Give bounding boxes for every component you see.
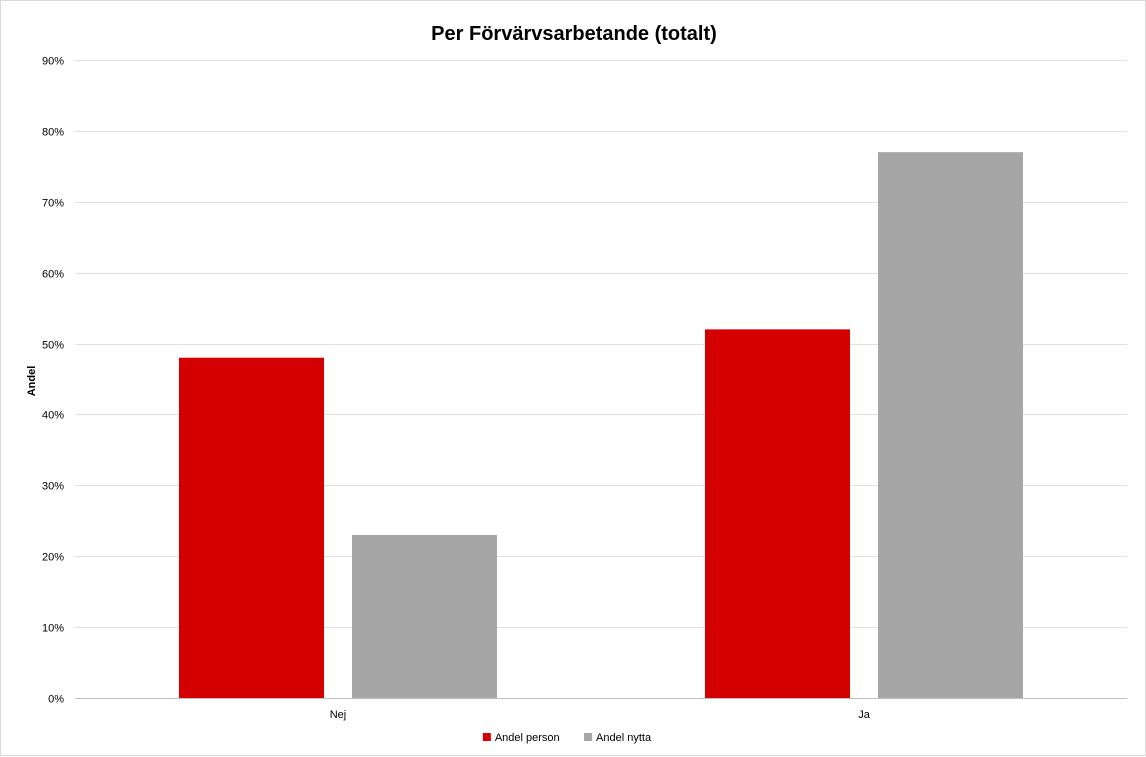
y-tick-label: 30% <box>42 481 64 493</box>
y-tick-label: 0% <box>48 694 64 706</box>
y-tick-label: 50% <box>42 340 64 352</box>
y-axis-ticks: 0% 10% 20% 30% 40% 50% 60% 70% 80% 90% <box>42 56 64 706</box>
y-axis-label: Andel <box>26 366 38 397</box>
bars <box>179 152 1023 699</box>
bar-nej-andel-person <box>179 357 324 698</box>
y-tick-label: 80% <box>42 127 64 139</box>
y-tick-label: 60% <box>42 269 64 281</box>
bar-ja-andel-nytta <box>878 152 1023 699</box>
y-tick-label: 70% <box>42 198 64 210</box>
legend: Andel person Andel nytta <box>482 732 652 744</box>
x-tick-label: Nej <box>330 709 347 721</box>
legend-label: Andel person <box>495 732 560 744</box>
y-tick-label: 10% <box>42 623 64 635</box>
bar-nej-andel-nytta <box>352 534 497 698</box>
y-tick-label: 40% <box>42 410 64 422</box>
bar-ja-andel-person <box>705 329 850 698</box>
y-tick-label: 20% <box>42 552 64 564</box>
y-tick-label: 90% <box>42 56 64 68</box>
chart-title: Per Förvärvsarbetande (totalt) <box>431 23 717 45</box>
x-tick-label: Ja <box>858 709 871 721</box>
legend-label: Andel nytta <box>596 732 652 744</box>
x-axis-ticks: Nej Ja <box>330 709 871 721</box>
legend-swatch <box>482 733 491 741</box>
legend-swatch <box>584 733 593 741</box>
